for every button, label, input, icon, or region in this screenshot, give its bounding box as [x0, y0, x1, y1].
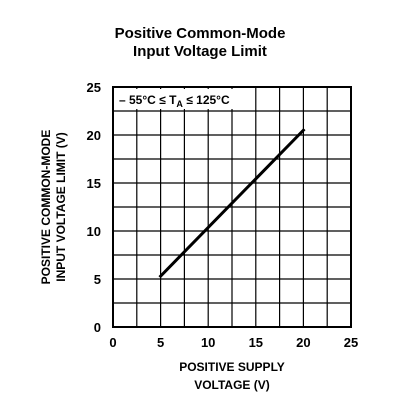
x-tick-label: 0 — [109, 335, 116, 350]
plot-grid — [113, 87, 351, 327]
x-tick-label: 25 — [344, 335, 358, 350]
y-tick-label: 25 — [87, 80, 101, 95]
annotation-box — [115, 89, 235, 109]
y-tick-label: 20 — [87, 128, 101, 143]
chart-title-line-1: Positive Common-Mode — [114, 25, 286, 42]
annotation-prefix: – 55°C ≤ T — [119, 93, 177, 107]
x-tick-label: 5 — [157, 335, 164, 350]
chart-title-line-2: Input Voltage Limit — [133, 43, 267, 60]
y-tick-label: 10 — [87, 224, 101, 239]
x-tick-label: 10 — [201, 335, 215, 350]
x-tick-label: 15 — [249, 335, 263, 350]
annotation-suffix: ≤ 125°C — [183, 93, 230, 107]
x-axis-label-line-1: POSITIVE SUPPLY — [179, 360, 285, 374]
plot-frame — [112, 86, 352, 328]
temperature-range-annotation: – 55°C ≤ TA ≤ 125°C — [119, 93, 230, 109]
y-tick-label: 15 — [87, 176, 101, 191]
y-tick-label: 0 — [94, 320, 101, 335]
y-tick-labels: 0 5 10 15 20 25 — [87, 80, 101, 335]
x-tick-label: 20 — [296, 335, 310, 350]
y-axis-label-line-1: POSITIVE COMMON-MODE — [39, 130, 53, 285]
data-series-line — [158, 128, 306, 279]
y-tick-label: 5 — [94, 272, 101, 287]
annotation-subscript: A — [176, 99, 183, 109]
y-axis-label-line-2: INPUT VOLTAGE LIMIT (V) — [54, 132, 68, 282]
x-tick-labels: 0 5 10 15 20 25 — [109, 335, 358, 350]
x-axis-label-line-2: VOLTAGE (V) — [194, 378, 270, 392]
series-group — [158, 128, 306, 279]
